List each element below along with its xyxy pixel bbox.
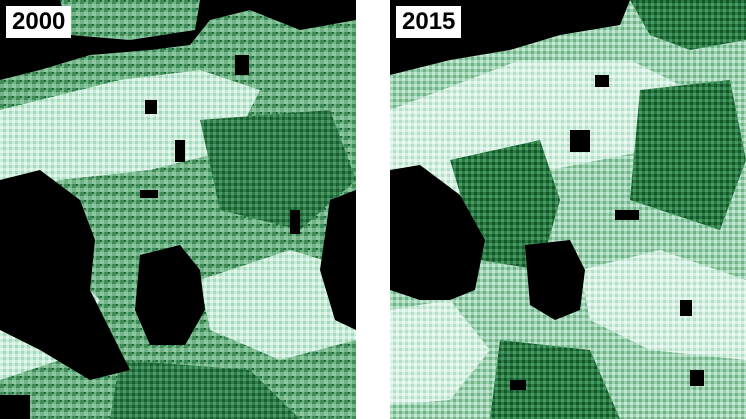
- pale-band-1: [0, 70, 260, 200]
- speck-5: [290, 210, 300, 234]
- speck-2: [175, 140, 185, 162]
- dark-region-3: [490, 340, 620, 419]
- lake-right: [320, 190, 356, 330]
- speck-3: [140, 190, 158, 198]
- year-label-2015: 2015: [396, 6, 462, 38]
- pale-band-3: [200, 250, 356, 360]
- dark-region-2: [630, 80, 746, 230]
- top-veg-strip: [60, 0, 200, 40]
- vegetation-map-2000: [0, 0, 356, 419]
- speck-6: [510, 380, 526, 390]
- dark-region-2: [110, 360, 300, 419]
- speck-3: [615, 210, 639, 220]
- panel-2015: 2015: [390, 0, 746, 419]
- lake-center: [525, 240, 585, 320]
- speck-6: [0, 395, 30, 419]
- pale-band-3: [580, 250, 746, 360]
- lake-left: [390, 165, 485, 300]
- speck-2: [595, 75, 609, 87]
- panel-2000: 2000: [0, 0, 356, 419]
- speck-5: [690, 370, 704, 386]
- lake-left: [0, 170, 130, 380]
- speck-1: [570, 130, 590, 152]
- year-label-2000: 2000: [6, 6, 72, 38]
- top-dark-strip: [630, 0, 746, 50]
- lake-center: [135, 245, 205, 345]
- pale-band-2: [390, 300, 490, 405]
- speck-1: [145, 100, 157, 114]
- speck-4: [680, 300, 692, 316]
- dark-region-1: [200, 110, 356, 230]
- speck-4: [235, 55, 249, 75]
- vegetation-map-2015: [390, 0, 746, 419]
